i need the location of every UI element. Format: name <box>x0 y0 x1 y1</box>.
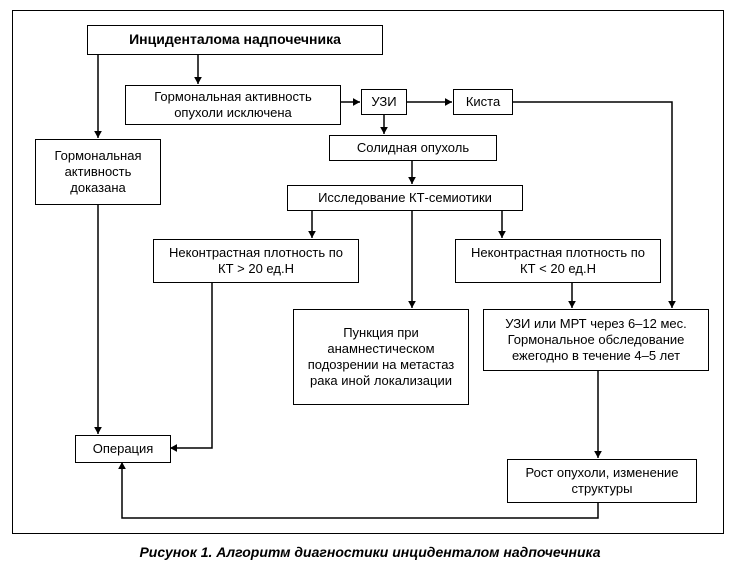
node-horm_proven: Гормональная активность доказана <box>35 139 161 205</box>
node-solid: Солидная опухоль <box>329 135 497 161</box>
node-kt_sem: Исследование КТ-семиотики <box>287 185 523 211</box>
node-operation: Операция <box>75 435 171 463</box>
node-growth: Рост опухоли, изменение структуры <box>507 459 697 503</box>
flowchart-frame: Инциденталома надпочечника Гормональная а… <box>12 10 724 534</box>
node-dens_lt20: Неконтрастная плотность по КТ < 20 ед.Н <box>455 239 661 283</box>
node-horm_excl: Гормональная активность опухоли исключен… <box>125 85 341 125</box>
node-dens_gt20: Неконтрастная плотность по КТ > 20 ед.Н <box>153 239 359 283</box>
node-followup: УЗИ или МРТ через 6–12 мес. Гормональное… <box>483 309 709 371</box>
figure-caption: Рисунок 1. Алгоритм диагностики инцидент… <box>0 544 740 560</box>
node-punct: Пункция при анамнестическом подозрении н… <box>293 309 469 405</box>
flowchart-canvas: Инциденталома надпочечника Гормональная а… <box>0 0 740 568</box>
node-title: Инциденталома надпочечника <box>87 25 383 55</box>
node-uzi: УЗИ <box>361 89 407 115</box>
node-kista: Киста <box>453 89 513 115</box>
